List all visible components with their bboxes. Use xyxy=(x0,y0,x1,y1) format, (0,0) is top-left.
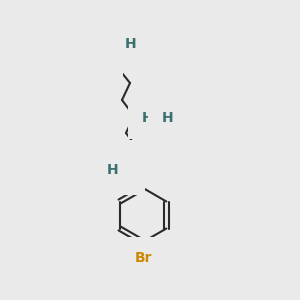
Text: O: O xyxy=(166,133,178,147)
Text: N: N xyxy=(119,167,131,181)
Text: H: H xyxy=(162,111,174,125)
Text: N: N xyxy=(127,154,139,168)
Text: O: O xyxy=(97,53,109,67)
Text: H: H xyxy=(125,37,137,51)
Text: N: N xyxy=(152,119,164,133)
Text: O: O xyxy=(112,45,124,59)
Text: H: H xyxy=(107,163,119,177)
Text: H: H xyxy=(142,111,154,125)
Text: Br: Br xyxy=(134,251,152,265)
